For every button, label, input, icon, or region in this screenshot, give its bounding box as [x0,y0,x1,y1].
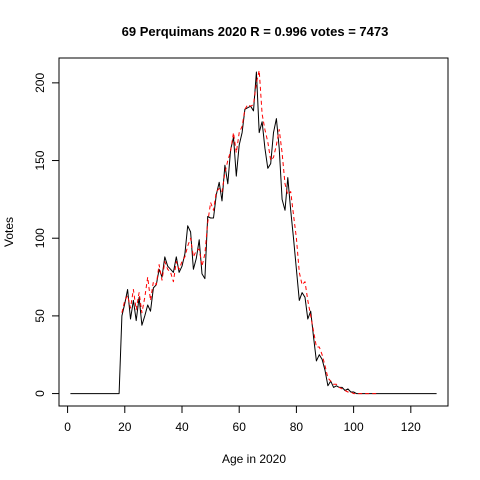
chart-title: 69 Perquimans 2020 R = 0.996 votes = 747… [122,24,389,39]
y-axis: 0 50 100 150 200 [33,73,60,397]
y-tick-label: 100 [33,228,47,248]
x-tick-label: 80 [290,420,304,434]
series-layer [70,69,437,395]
x-tick-label: 60 [233,420,247,434]
dashed-red-series-line [121,69,377,395]
x-axis: 0 20 40 60 80 100 120 [64,405,421,434]
x-tick-label: 0 [64,420,71,434]
x-tick-label: 40 [175,420,189,434]
y-axis-label: Votes [2,217,16,247]
x-tick-label: 20 [118,420,132,434]
y-tick-label: 0 [33,390,47,397]
x-tick-label: 120 [401,420,421,434]
x-axis-label: Age in 2020 [222,452,286,466]
x-tick-label: 100 [344,420,364,434]
y-tick-label: 200 [33,73,47,93]
y-tick-label: 150 [33,150,47,170]
y-tick-label: 50 [33,309,47,323]
